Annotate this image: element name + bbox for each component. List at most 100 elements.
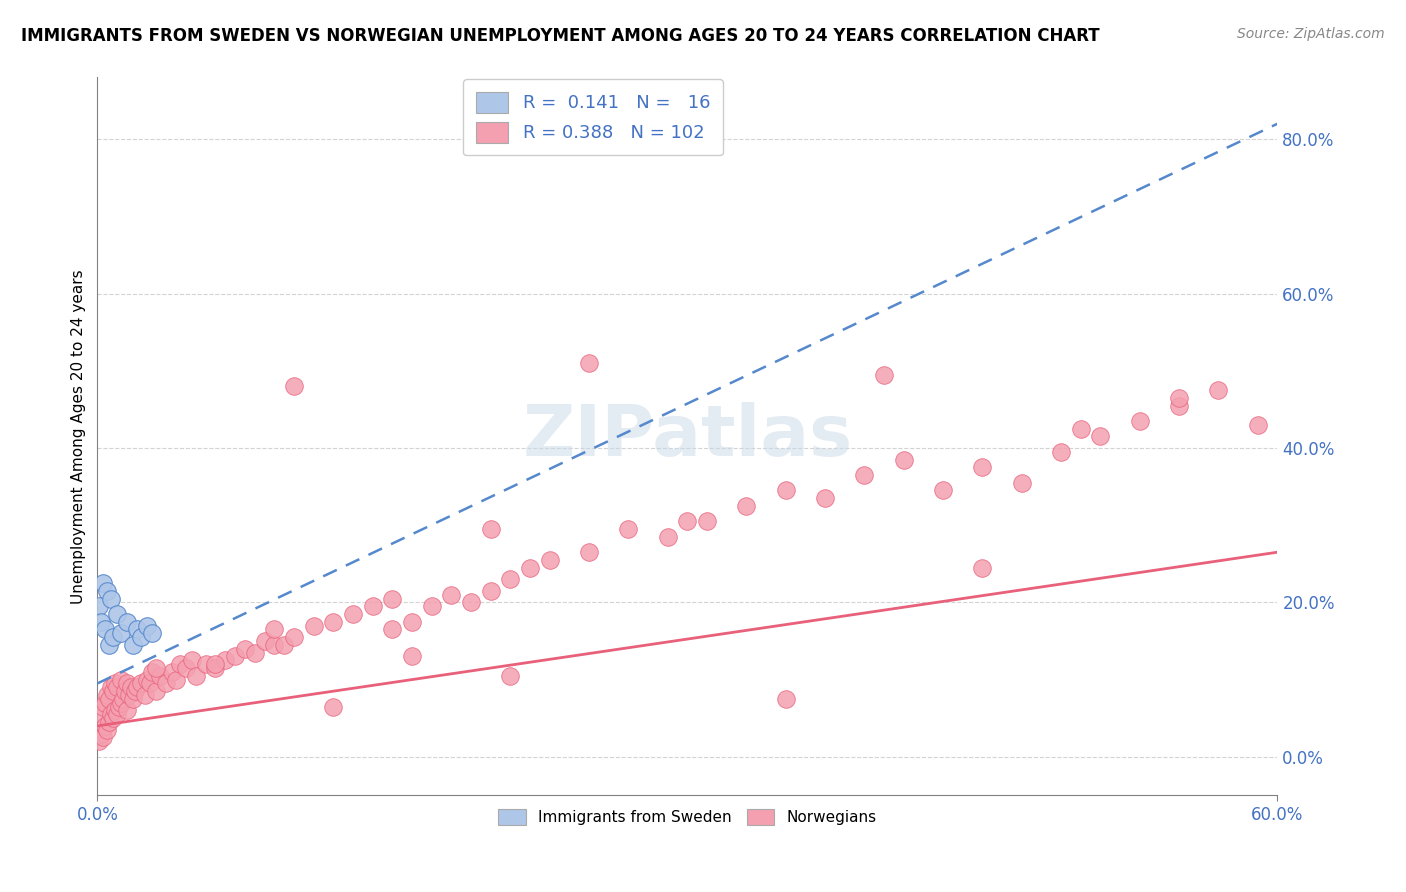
Point: [91, 699, 114, 714]
Point: [420, 599, 443, 614]
Point: [141, 626, 163, 640]
Point: [121, 638, 143, 652]
Point: [110, 673, 132, 687]
Point: [1011, 475, 1033, 490]
Point: [361, 599, 384, 614]
Point: [160, 665, 183, 679]
Point: [121, 692, 143, 706]
Point: [118, 688, 141, 702]
Point: [381, 591, 404, 606]
Point: [322, 699, 344, 714]
Point: [1129, 414, 1152, 428]
Point: [381, 623, 404, 637]
Point: [479, 522, 502, 536]
Point: [134, 688, 156, 702]
Point: [90, 707, 112, 722]
Point: [104, 676, 127, 690]
Point: [204, 657, 226, 672]
Point: [519, 560, 541, 574]
Point: [90, 615, 112, 629]
Point: [105, 681, 128, 695]
Point: [184, 669, 207, 683]
Point: [115, 676, 138, 690]
Point: [89, 599, 111, 614]
Point: [263, 638, 285, 652]
Point: [893, 452, 915, 467]
Point: [114, 684, 136, 698]
Point: [120, 681, 142, 695]
Point: [735, 499, 758, 513]
Point: [499, 669, 522, 683]
Point: [100, 591, 122, 606]
Point: [253, 634, 276, 648]
Point: [105, 607, 128, 621]
Point: [108, 699, 131, 714]
Y-axis label: Unemployment Among Ages 20 to 24 years: Unemployment Among Ages 20 to 24 years: [72, 269, 86, 604]
Point: [814, 491, 837, 505]
Point: [129, 676, 152, 690]
Point: [972, 460, 994, 475]
Point: [873, 368, 896, 382]
Point: [204, 661, 226, 675]
Point: [1168, 399, 1191, 413]
Point: [141, 665, 163, 679]
Point: [169, 657, 191, 672]
Point: [101, 711, 124, 725]
Point: [110, 626, 132, 640]
Point: [617, 522, 640, 536]
Point: [91, 731, 114, 745]
Point: [1168, 391, 1191, 405]
Text: IMMIGRANTS FROM SWEDEN VS NORWEGIAN UNEMPLOYMENT AMONG AGES 20 TO 24 YEARS CORRE: IMMIGRANTS FROM SWEDEN VS NORWEGIAN UNEM…: [21, 27, 1099, 45]
Point: [96, 688, 118, 702]
Point: [90, 726, 112, 740]
Point: [100, 681, 122, 695]
Point: [401, 615, 423, 629]
Point: [578, 545, 600, 559]
Point: [578, 356, 600, 370]
Point: [853, 468, 876, 483]
Point: [94, 623, 117, 637]
Point: [932, 483, 955, 498]
Point: [135, 618, 157, 632]
Point: [94, 719, 117, 733]
Text: Source: ZipAtlas.com: Source: ZipAtlas.com: [1237, 27, 1385, 41]
Point: [101, 630, 124, 644]
Point: [94, 696, 117, 710]
Point: [538, 553, 561, 567]
Point: [233, 641, 256, 656]
Point: [100, 707, 122, 722]
Point: [676, 514, 699, 528]
Point: [224, 649, 246, 664]
Text: ZIPatlas: ZIPatlas: [522, 402, 852, 471]
Point: [149, 669, 172, 683]
Point: [460, 595, 482, 609]
Point: [155, 676, 177, 690]
Point: [96, 723, 118, 737]
Point: [322, 615, 344, 629]
Point: [129, 630, 152, 644]
Point: [145, 684, 167, 698]
Point: [98, 692, 121, 706]
Point: [96, 583, 118, 598]
Point: [111, 692, 134, 706]
Point: [1090, 429, 1112, 443]
Point: [105, 707, 128, 722]
Point: [165, 673, 187, 687]
Point: [302, 618, 325, 632]
Point: [124, 684, 146, 698]
Point: [139, 676, 162, 690]
Point: [775, 692, 797, 706]
Point: [174, 661, 197, 675]
Point: [283, 630, 305, 644]
Point: [1070, 422, 1092, 436]
Point: [972, 560, 994, 574]
Point: [440, 588, 463, 602]
Point: [104, 703, 127, 717]
Point: [214, 653, 236, 667]
Point: [98, 714, 121, 729]
Point: [135, 673, 157, 687]
Point: [115, 615, 138, 629]
Point: [194, 657, 217, 672]
Point: [1247, 417, 1270, 432]
Point: [110, 696, 132, 710]
